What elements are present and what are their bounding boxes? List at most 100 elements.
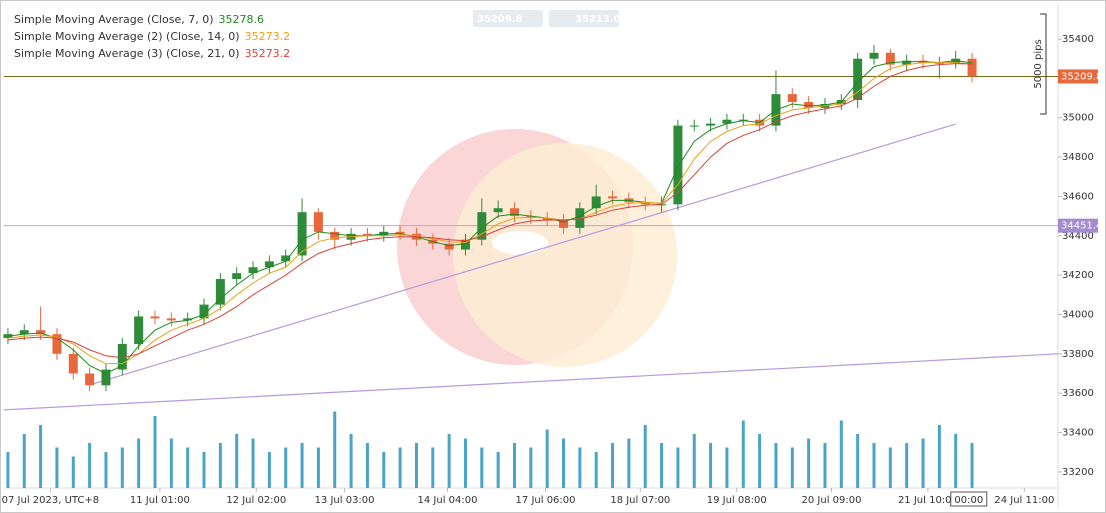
candle-body <box>444 243 454 250</box>
volume-bar <box>676 447 680 488</box>
volume-bar <box>202 452 206 488</box>
volume-bar <box>88 443 92 488</box>
volume-bar <box>578 447 582 488</box>
candle-body <box>967 58 977 77</box>
candle-body <box>117 343 127 370</box>
x-tick-label: 13 Jul 03:00 <box>315 495 375 506</box>
candle-body <box>101 369 111 386</box>
volume-bar <box>611 443 615 488</box>
x-tick-label: 19 Jul 08:00 <box>707 495 767 506</box>
candle-body <box>640 202 650 205</box>
x-tick-label: 07 Jul 2023, UTC+8 <box>2 495 100 506</box>
candle-body <box>395 231 405 234</box>
legend-entry: Simple Moving Average (2) (Close, 14, 0)… <box>14 30 290 43</box>
volume-bar <box>921 438 925 488</box>
volume-bar <box>22 434 26 488</box>
volume-bar <box>120 447 124 488</box>
volume-bar <box>153 416 157 488</box>
volume-bar <box>349 434 353 488</box>
volume-bar <box>71 456 75 488</box>
volume-bar <box>382 452 386 488</box>
volume-bar <box>839 420 843 488</box>
candle-body <box>885 52 895 65</box>
y-tick-label: 33800 <box>1062 349 1094 360</box>
volume-bar <box>267 452 271 488</box>
price-tag <box>1058 69 1098 84</box>
y-tick-label: 33600 <box>1062 388 1094 399</box>
y-tick-label: 34800 <box>1062 152 1094 163</box>
candle-body <box>673 125 683 205</box>
moving-average-line <box>7 60 973 375</box>
crosshair-time-box <box>950 491 988 507</box>
candle-body <box>166 318 176 321</box>
volume-bar <box>627 438 631 488</box>
volume-bar <box>643 425 647 488</box>
volume-bar <box>104 452 108 488</box>
y-tick-label: 33400 <box>1062 428 1094 439</box>
legend-entry: Simple Moving Average (Close, 7, 0) 35278… <box>14 13 264 26</box>
volume-bar <box>594 452 598 488</box>
crosshair-time-label: 00:00 <box>954 495 983 506</box>
x-tick-label: 11 Jul 01:00 <box>130 495 190 506</box>
volume-bar <box>872 443 876 488</box>
volume-bar <box>235 434 239 488</box>
volume-bar <box>284 447 288 488</box>
candle-body <box>706 123 716 126</box>
volume-bar <box>954 434 958 488</box>
candle-body <box>542 218 552 221</box>
trend-line <box>89 123 956 386</box>
volume-bar <box>137 438 141 488</box>
volume-bar <box>414 443 418 488</box>
volume-bar <box>758 434 762 488</box>
moving-average-line <box>7 62 973 365</box>
volume-bar <box>512 443 516 488</box>
candle-body <box>869 52 879 59</box>
candle-body <box>134 316 144 344</box>
y-tick-label: 34000 <box>1062 309 1094 320</box>
candle-body <box>591 196 601 209</box>
candle-body <box>150 316 160 319</box>
candle-body <box>183 318 193 321</box>
x-tick-label: 17 Jul 06:00 <box>516 495 576 506</box>
candle-body <box>460 239 470 250</box>
candle-body <box>362 233 372 236</box>
volume-bar <box>741 420 745 488</box>
volume-bar <box>562 438 566 488</box>
volume-bar <box>725 447 729 488</box>
price-tag-label: 35209.8 <box>1061 71 1102 82</box>
candle-body <box>232 273 242 280</box>
volume-bar <box>480 447 484 488</box>
legend-entry: Simple Moving Average (3) (Close, 21, 0)… <box>14 47 290 60</box>
candle-body <box>297 212 307 256</box>
candle-body <box>722 119 732 124</box>
volume-bar <box>496 452 500 488</box>
candle-body <box>36 330 46 335</box>
volume-bar <box>970 443 974 488</box>
candle-body <box>804 101 814 108</box>
quote-box <box>473 10 543 27</box>
candle-body <box>608 196 618 199</box>
y-tick-label: 34600 <box>1062 191 1094 202</box>
candle-body <box>19 330 29 335</box>
volume-bar <box>692 434 696 488</box>
legend-name: Simple Moving Average (3) (Close, 21, 0) <box>14 47 240 60</box>
volume-bar <box>398 447 402 488</box>
volume-bar <box>6 452 10 488</box>
candle-body <box>853 58 863 101</box>
candle-body <box>313 212 323 232</box>
volume-bar <box>905 443 909 488</box>
y-tick-label: 34400 <box>1062 231 1094 242</box>
legend-value: 35278.6 <box>219 13 265 26</box>
x-tick-label: 20 Jul 09:00 <box>802 495 862 506</box>
volume-bar <box>660 443 664 488</box>
x-tick-label: 24 Jul 11:00 <box>994 495 1054 506</box>
volume-bar <box>300 443 304 488</box>
legend-name: Simple Moving Average (2) (Close, 14, 0) <box>14 30 240 43</box>
candle-body <box>248 267 258 274</box>
candle-body <box>477 212 487 240</box>
x-tick-label: 21 Jul 10:00 <box>898 495 958 506</box>
ruler <box>1040 13 1047 115</box>
price-tag-label: 34451.4 <box>1061 221 1102 232</box>
volume-bar <box>790 447 794 488</box>
